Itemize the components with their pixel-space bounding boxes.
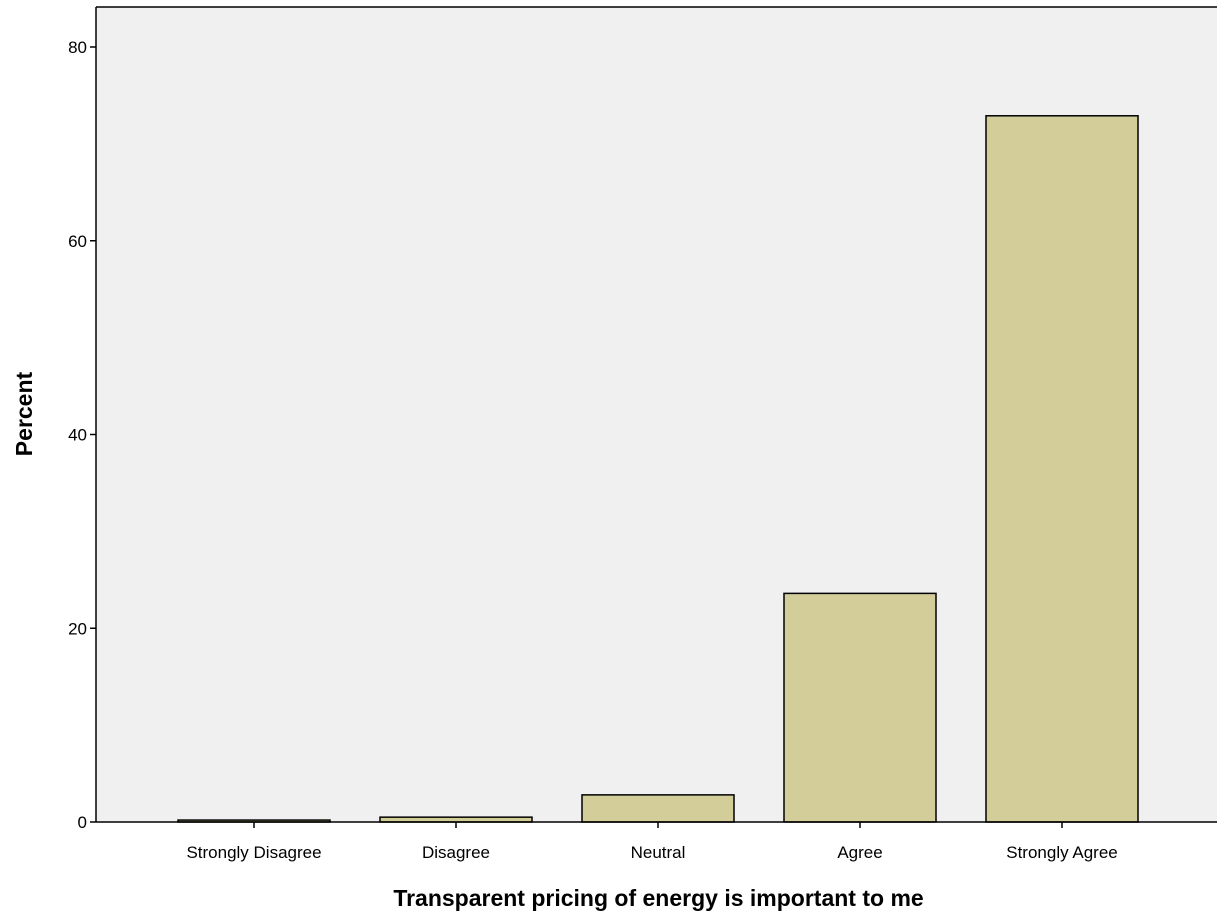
y-tick-label: 80 xyxy=(68,38,87,57)
x-tick-label: Agree xyxy=(837,843,882,862)
x-tick-label: Neutral xyxy=(631,843,686,862)
bar-strongly-agree xyxy=(985,115,1139,823)
bars-group xyxy=(177,115,1139,823)
bar-neutral xyxy=(581,794,735,823)
y-tick-label: 60 xyxy=(68,232,87,251)
y-axis: 0 20 40 60 80 xyxy=(68,6,1217,832)
bar-agree xyxy=(783,592,937,823)
x-tick-label: Strongly Disagree xyxy=(186,843,321,862)
y-tick-label: 20 xyxy=(68,619,87,638)
y-tick-label: 40 xyxy=(68,426,87,445)
x-tick-label: Disagree xyxy=(422,843,490,862)
x-axis-title: Transparent pricing of energy is importa… xyxy=(393,885,923,911)
x-axis: Strongly Disagree Disagree Neutral Agree Str… xyxy=(96,821,1217,862)
y-axis-title: Percent xyxy=(11,371,37,456)
y-tick-label: 0 xyxy=(78,813,87,832)
x-tick-label: Strongly Agree xyxy=(1006,843,1118,862)
